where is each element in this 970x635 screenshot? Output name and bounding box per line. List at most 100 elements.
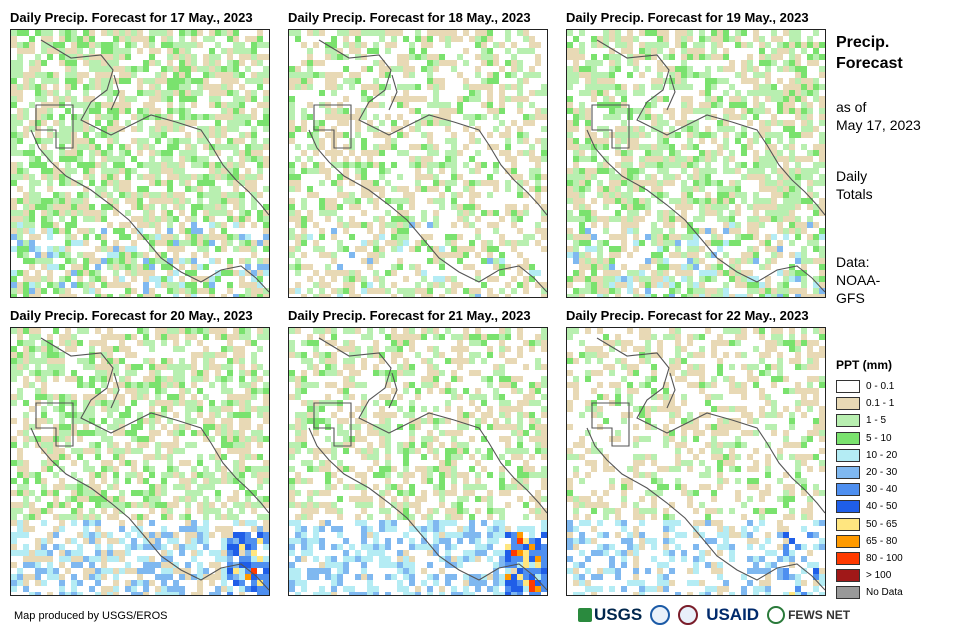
precip-cell [579, 54, 585, 60]
precip-cell [215, 174, 221, 180]
precip-cell [651, 84, 657, 90]
precip-cell [615, 270, 621, 276]
precip-cell [439, 36, 445, 42]
precip-cell [29, 174, 35, 180]
precip-cell [23, 418, 29, 424]
precip-cell [481, 162, 487, 168]
precip-cell [203, 240, 209, 246]
precip-cell [567, 294, 573, 297]
precip-cell [65, 48, 71, 54]
precip-cell [101, 60, 107, 66]
precip-cell [77, 102, 83, 108]
precip-cell [367, 240, 373, 246]
precip-cell [361, 334, 367, 340]
precip-cell [627, 138, 633, 144]
precip-cell [29, 222, 35, 228]
precip-cell [457, 246, 463, 252]
precip-cell [59, 168, 65, 174]
precip-cell [155, 490, 161, 496]
precip-cell [149, 412, 155, 418]
precip-cell [741, 144, 747, 150]
precip-cell [101, 490, 107, 496]
precip-cell [155, 84, 161, 90]
precip-cell [307, 192, 313, 198]
precip-cell [789, 36, 795, 42]
precip-cell [35, 54, 41, 60]
precip-cell [143, 90, 149, 96]
precip-cell [403, 288, 409, 294]
precip-cell [83, 204, 89, 210]
precip-cell [71, 418, 77, 424]
precip-cell [651, 48, 657, 54]
precip-cell [53, 454, 59, 460]
precip-cell [149, 532, 155, 538]
precip-cell [101, 436, 107, 442]
precip-cell [71, 264, 77, 270]
precip-cell [245, 586, 251, 592]
precip-cell [47, 264, 53, 270]
precip-cell [215, 328, 221, 334]
precip-cell [23, 240, 29, 246]
precip-cell [693, 132, 699, 138]
precip-cell [65, 204, 71, 210]
precip-cell [29, 370, 35, 376]
precip-cell [263, 156, 269, 162]
precip-cell [125, 460, 131, 466]
precip-cell [107, 114, 113, 120]
precip-cell [777, 96, 783, 102]
precip-cell [579, 204, 585, 210]
precip-cell [251, 294, 257, 297]
precip-cell [197, 340, 203, 346]
precip-cell [529, 346, 535, 352]
precip-cell [807, 192, 813, 198]
precip-cell [361, 96, 367, 102]
precip-cell [89, 156, 95, 162]
precip-cell [415, 222, 421, 228]
precip-cell [813, 48, 819, 54]
precip-cell [445, 108, 451, 114]
precip-cell [263, 574, 269, 580]
precip-cell [627, 210, 633, 216]
precip-cell [173, 54, 179, 60]
precip-cell [765, 66, 771, 72]
precip-cell [693, 252, 699, 258]
precip-cell [47, 502, 53, 508]
precip-cell [227, 508, 233, 514]
precip-cell [233, 126, 239, 132]
precip-cell [167, 430, 173, 436]
precip-cell [71, 156, 77, 162]
precip-cell [669, 84, 675, 90]
precip-cell [137, 328, 143, 334]
precip-cell [245, 144, 251, 150]
precip-cell [221, 132, 227, 138]
precip-cell [95, 394, 101, 400]
precip-cell [427, 288, 433, 294]
precip-cell [295, 126, 301, 132]
precip-cell [633, 180, 639, 186]
precip-cell [227, 270, 233, 276]
precip-cell [331, 204, 337, 210]
precip-cell [23, 412, 29, 418]
precip-cell [535, 282, 541, 288]
precip-cell [89, 282, 95, 288]
precip-cell [245, 180, 251, 186]
precip-cell [669, 228, 675, 234]
precip-cell [687, 54, 693, 60]
precip-cell [137, 556, 143, 562]
precip-cell [427, 328, 433, 334]
precip-cell [161, 72, 167, 78]
precip-cell [209, 418, 215, 424]
precip-cell [663, 138, 669, 144]
precip-cell [567, 30, 573, 36]
precip-cell [59, 36, 65, 42]
precip-cell [71, 472, 77, 478]
precip-cell [203, 114, 209, 120]
precip-cell [233, 144, 239, 150]
precip-cell [47, 556, 53, 562]
precip-cell [699, 72, 705, 78]
precip-cell [331, 270, 337, 276]
precip-cell [379, 234, 385, 240]
precip-cell [41, 174, 47, 180]
precip-cell [597, 36, 603, 42]
precip-cell [95, 54, 101, 60]
